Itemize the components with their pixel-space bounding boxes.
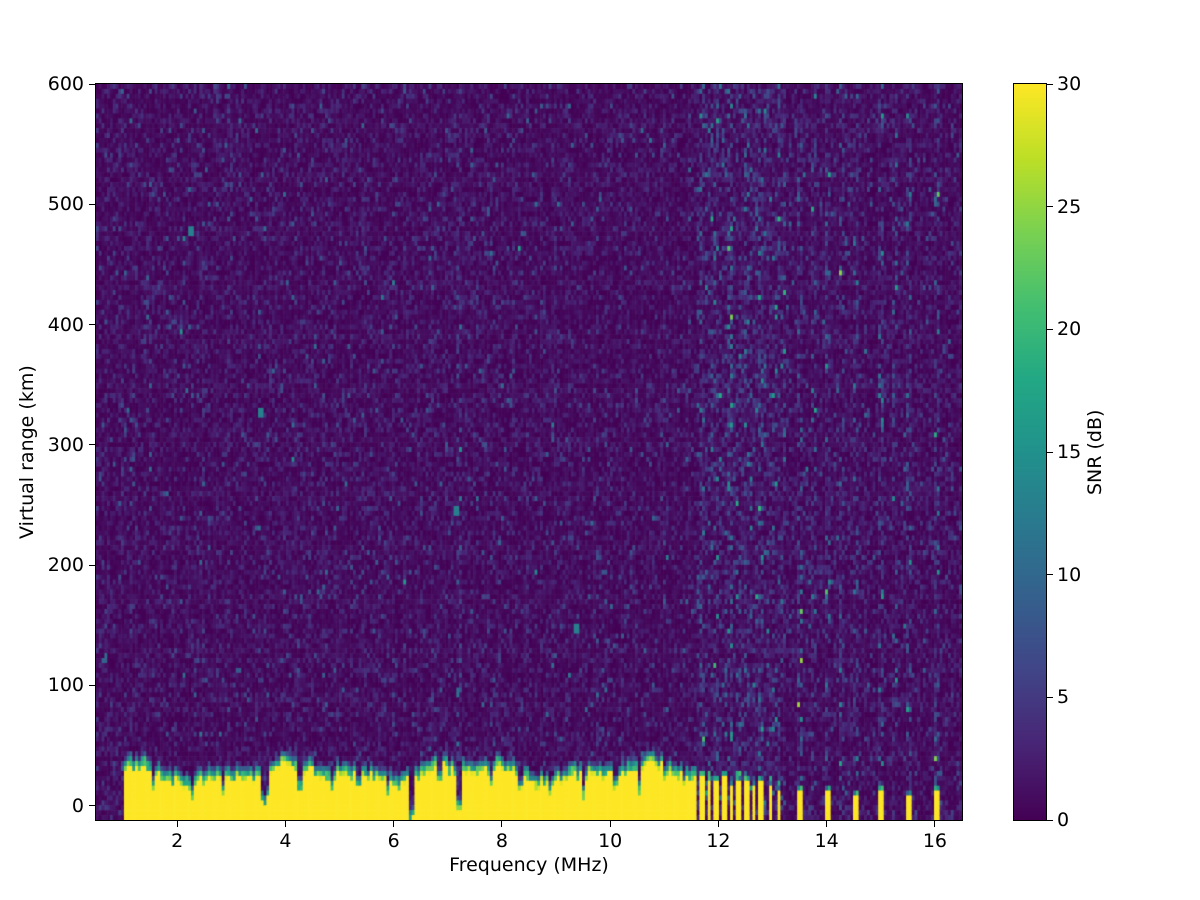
y-tick-label: 200 (47, 554, 84, 577)
y-tick-mark (89, 564, 95, 566)
colorbar-tick-mark (1047, 696, 1053, 698)
x-tick-label: 14 (814, 830, 839, 852)
y-tick-label: 0 (71, 794, 84, 817)
x-tick-mark (176, 821, 178, 827)
y-tick-label: 300 (47, 433, 84, 456)
colorbar-tick-mark (1047, 328, 1053, 330)
x-tick-label: 2 (171, 830, 184, 852)
colorbar (1013, 83, 1047, 821)
y-tick-mark (89, 805, 95, 807)
y-tick-label: 600 (47, 73, 84, 95)
x-tick-mark (284, 821, 286, 827)
plot-area (95, 83, 963, 821)
x-tick-mark (609, 821, 611, 827)
colorbar-tick-label: 10 (1057, 563, 1082, 586)
x-axis-label: Frequency (MHz) (449, 854, 609, 876)
colorbar-canvas (1014, 84, 1046, 820)
y-tick-mark (89, 324, 95, 326)
y-tick-label: 100 (47, 674, 84, 697)
x-tick-label: 8 (495, 830, 508, 852)
x-tick-label: 6 (387, 830, 400, 852)
x-tick-label: 10 (598, 830, 623, 852)
x-tick-mark (717, 821, 719, 827)
colorbar-tick-mark (1047, 83, 1053, 85)
colorbar-tick-mark (1047, 574, 1053, 576)
x-tick-mark (501, 821, 503, 827)
colorbar-tick-label: 0 (1057, 809, 1070, 831)
x-tick-label: 16 (922, 830, 948, 852)
x-tick-mark (393, 821, 395, 827)
x-tick-mark (826, 821, 828, 827)
colorbar-tick-label: 5 (1057, 686, 1070, 709)
x-tick-mark (934, 821, 936, 827)
colorbar-tick-label: 15 (1057, 441, 1082, 463)
heatmap-canvas (96, 84, 962, 820)
colorbar-tick-mark (1047, 206, 1053, 208)
y-tick-mark (89, 684, 95, 686)
colorbar-tick-label: 20 (1057, 318, 1082, 341)
colorbar-tick-label: 30 (1057, 73, 1082, 95)
y-tick-mark (89, 203, 95, 205)
x-tick-label: 4 (279, 830, 292, 852)
y-tick-mark (89, 83, 95, 85)
x-tick-label: 12 (706, 830, 731, 852)
y-tick-label: 500 (47, 193, 84, 216)
colorbar-tick-mark (1047, 819, 1053, 821)
colorbar-tick-label: 25 (1057, 195, 1082, 218)
y-tick-mark (89, 444, 95, 446)
colorbar-tick-mark (1047, 451, 1053, 453)
y-tick-label: 400 (47, 313, 84, 336)
